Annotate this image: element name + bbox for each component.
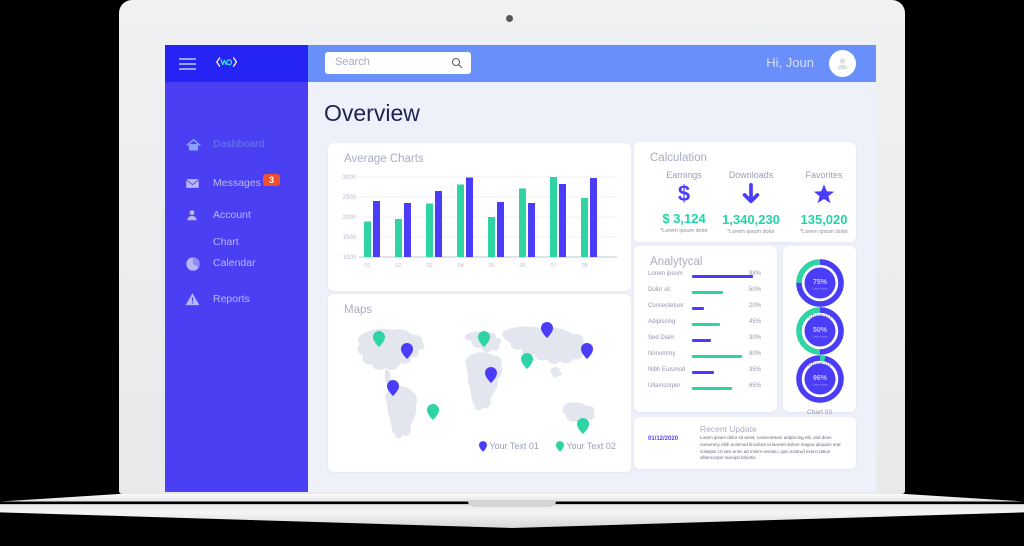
svg-text:96%: 96% [812, 375, 827, 382]
svg-text:Lorem Ipsum: Lorem Ipsum [812, 383, 827, 387]
svg-text:2500: 2500 [343, 195, 357, 201]
svg-text:1000: 1000 [343, 255, 357, 261]
svg-text:1500: 1500 [343, 235, 357, 241]
svg-text:Lorem Ipsum: Lorem Ipsum [812, 287, 827, 291]
svg-text:01: 01 [364, 263, 370, 269]
svg-text:3000: 3000 [343, 175, 357, 181]
svg-text:02: 02 [395, 263, 401, 269]
svg-text:06: 06 [519, 263, 525, 269]
svg-text:Lorem Ipsum: Lorem Ipsum [812, 335, 827, 339]
svg-text:04: 04 [457, 263, 463, 269]
svg-text:07: 07 [550, 263, 556, 269]
svg-text:2000: 2000 [343, 215, 357, 221]
svg-text:05: 05 [488, 263, 494, 269]
svg-text:50%: 50% [812, 327, 827, 334]
svg-text:08: 08 [581, 263, 587, 269]
svg-text:75%: 75% [812, 279, 827, 286]
svg-text:03: 03 [426, 263, 432, 269]
